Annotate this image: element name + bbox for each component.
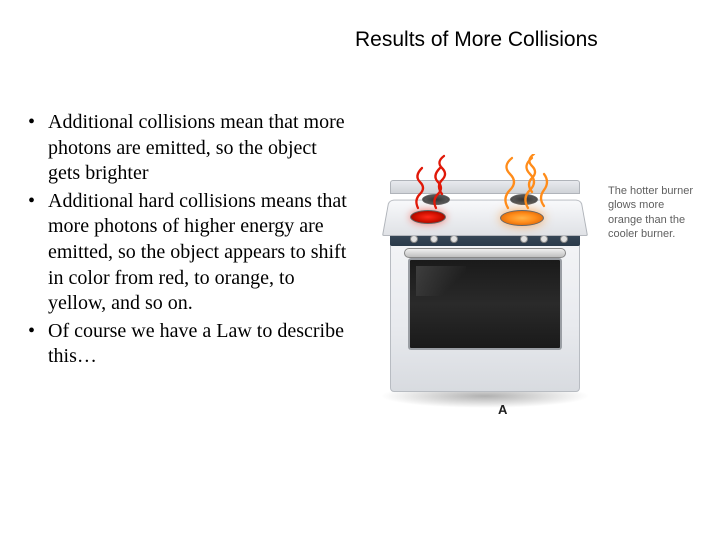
knob-icon: [430, 235, 438, 243]
burner-front-right-hot: [500, 210, 544, 226]
bullet-list: Additional collisions mean that more pho…: [24, 110, 354, 370]
heat-wave-icon: [430, 154, 454, 196]
slide-title: Results of More Collisions: [355, 28, 598, 52]
stove-illustration: [370, 154, 600, 394]
bullet-item: Of course we have a Law to describe this…: [24, 319, 354, 370]
burner-front-left-cool: [410, 210, 446, 224]
heat-wave-icon: [520, 154, 544, 194]
bullet-item: Additional hard collisions means that mo…: [24, 189, 354, 317]
knob-icon: [450, 235, 458, 243]
figure-caption: The hotter burner glows more orange than…: [608, 184, 700, 241]
knob-icon: [520, 235, 528, 243]
stove-figure: The hotter burner glows more orange than…: [370, 130, 700, 410]
bullet-item: Additional collisions mean that more pho…: [24, 110, 354, 187]
oven-handle: [404, 248, 566, 258]
knob-icon: [540, 235, 548, 243]
figure-label: A: [498, 402, 507, 417]
knob-icon: [560, 235, 568, 243]
bullet-content: Additional collisions mean that more pho…: [24, 110, 354, 372]
oven-window: [408, 258, 562, 350]
knob-icon: [410, 235, 418, 243]
